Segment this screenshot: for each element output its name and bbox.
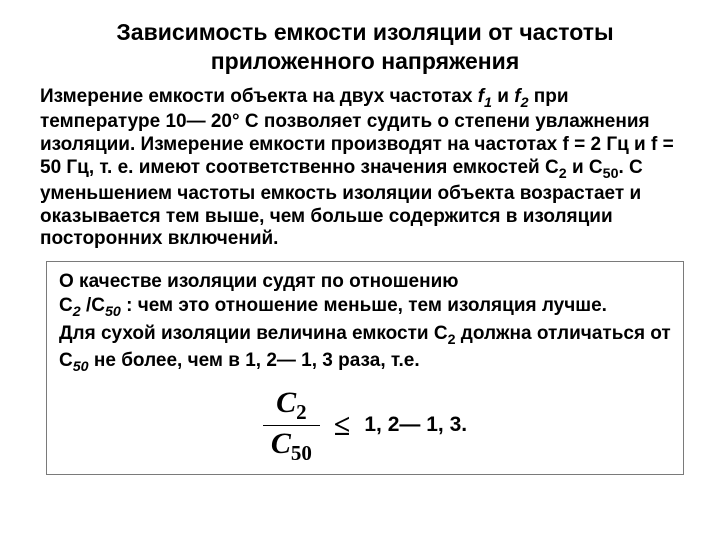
box-line1: О качестве изоляции судят по отношению [59, 270, 671, 294]
den-sub: 50 [291, 441, 312, 465]
main-paragraph: Измерение емкости объекта на двух частот… [40, 86, 690, 252]
box-line2: С2 /С50 : чем это отношение меньше, тем … [59, 294, 671, 322]
p1-and: и [492, 86, 514, 107]
box-line3: Для сухой изоляции величина емкости С2 д… [59, 322, 671, 377]
slide-title: Зависимость емкости изоляции от частоты … [70, 18, 660, 76]
box-l3-pre: Для сухой изоляции величина емкости С [59, 323, 448, 344]
box-c2-base: С [59, 295, 73, 316]
slide-page: Зависимость емкости изоляции от частоты … [0, 0, 720, 485]
formula-rhs: 1, 2— 1, 3. [364, 412, 467, 438]
p1-mid-c: и С [567, 157, 603, 178]
box-line2-rest: : чем это отношение меньше, тем изоляция… [121, 295, 607, 316]
den-base: C [271, 427, 291, 460]
box-l3-c2-sub: 2 [448, 331, 456, 347]
box-slash: / [81, 295, 92, 316]
numerator: C2 [268, 385, 315, 425]
p1-c50-sub: 50 [603, 166, 619, 182]
p1-f2-sub: 2 [521, 94, 529, 110]
denominator: C50 [263, 426, 320, 466]
box-c50-base: С [91, 295, 105, 316]
num-sub: 2 [296, 400, 307, 424]
leq-operator: ≤ [334, 407, 350, 445]
num-base: C [276, 386, 296, 419]
formula: C2 C50 ≤ 1, 2— 1, 3. [59, 385, 671, 466]
p1-f1-sub: 1 [484, 94, 492, 110]
box-l3-c50-sub: 50 [73, 359, 89, 375]
fraction: C2 C50 [263, 385, 320, 466]
box-c50-sub: 50 [105, 304, 121, 320]
box-l3-post: не более, чем в 1, 2— 1, 3 раза, т.е. [89, 350, 420, 371]
p1-c2-sub: 2 [559, 166, 567, 182]
box-c2-sub: 2 [73, 304, 81, 320]
p1-text-a: Измерение емкости объекта на двух частот… [40, 86, 478, 107]
highlight-box: О качестве изоляции судят по отношению С… [46, 261, 684, 475]
